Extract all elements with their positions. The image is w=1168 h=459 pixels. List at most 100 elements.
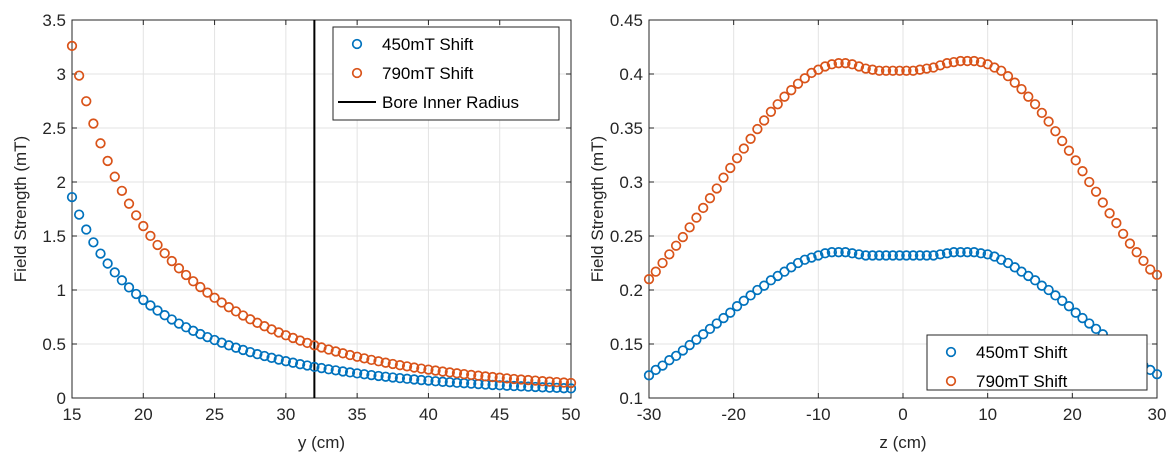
data-point	[1029, 99, 1041, 110]
y-tick-label: 3	[57, 65, 66, 84]
data-point	[833, 58, 844, 69]
data-point	[1057, 135, 1068, 147]
data-point	[444, 377, 455, 388]
data-point	[416, 374, 427, 386]
data-point	[523, 381, 534, 392]
x-tick-label: 25	[205, 405, 224, 424]
data-point	[928, 62, 939, 73]
data-point	[394, 360, 406, 371]
data-point	[494, 372, 505, 383]
data-point	[968, 247, 980, 258]
data-point	[941, 58, 953, 69]
legend-marker	[945, 346, 957, 358]
data-point	[501, 373, 512, 384]
series-2	[66, 40, 577, 389]
data-point	[813, 250, 824, 261]
data-point	[508, 373, 520, 385]
data-point	[948, 56, 959, 68]
data-point	[131, 210, 142, 221]
data-point	[437, 376, 448, 387]
data-point	[138, 220, 149, 232]
data-point	[237, 344, 249, 356]
data-point	[81, 96, 92, 107]
data-point	[423, 375, 434, 386]
data-point	[826, 59, 838, 70]
data-point	[1070, 155, 1081, 166]
data-point	[337, 348, 349, 359]
data-point	[73, 209, 85, 220]
data-point	[968, 55, 980, 67]
y-tick-label: 1	[57, 281, 66, 300]
data-point	[833, 247, 844, 258]
data-point	[772, 99, 783, 110]
data-point	[1097, 197, 1108, 208]
data-point	[508, 380, 520, 392]
data-point	[955, 55, 966, 67]
data-point	[847, 59, 858, 70]
data-point	[698, 329, 709, 340]
data-point	[1077, 312, 1088, 324]
data-point	[718, 172, 729, 183]
chart-panel-1: 15 20 25 30 35 40 45 50 0 0.5 1 1.5 2 2.5 3 3.5 y (cm) Fi…	[11, 11, 580, 452]
y-tick-label: 0.4	[619, 65, 643, 84]
data-point	[704, 193, 716, 204]
data-point	[738, 143, 749, 154]
data-point	[1063, 145, 1075, 156]
data-point	[145, 230, 156, 242]
data-point	[725, 307, 736, 318]
data-point	[1063, 301, 1075, 312]
data-point	[1002, 71, 1014, 82]
legend-box	[926, 334, 1148, 391]
data-point	[894, 250, 905, 261]
data-point	[309, 361, 320, 373]
data-point	[745, 290, 756, 301]
data-point	[826, 247, 838, 258]
x-tick-label: 35	[348, 405, 367, 424]
data-point	[430, 365, 441, 376]
data-point	[337, 366, 349, 377]
data-point	[458, 368, 470, 380]
data-point	[494, 380, 505, 391]
data-point	[416, 363, 427, 374]
data-point	[840, 247, 851, 258]
data-point	[914, 250, 926, 261]
data-point	[409, 362, 420, 373]
data-point	[874, 250, 885, 261]
data-point	[401, 373, 413, 384]
data-point	[1111, 217, 1122, 229]
data-point	[316, 362, 327, 374]
data-point	[677, 345, 689, 356]
legend: 450mT Shift 790mT Shift	[926, 334, 1148, 391]
data-point	[366, 354, 377, 366]
legend-label: 450mT Shift	[382, 35, 474, 54]
data-point	[1023, 91, 1034, 102]
y-tick-label: 0.5	[42, 335, 66, 354]
y-tick-label: 2	[57, 173, 66, 192]
data-point	[643, 370, 655, 381]
data-point	[152, 239, 163, 251]
data-point	[731, 301, 743, 312]
data-point	[294, 359, 306, 370]
data-point	[273, 354, 284, 365]
data-point	[515, 374, 527, 385]
data-point	[515, 381, 527, 392]
data-point	[935, 249, 946, 260]
data-point	[1104, 208, 1115, 219]
data-point	[73, 70, 85, 81]
data-point	[501, 380, 512, 391]
y-tick-label: 3.5	[42, 11, 66, 30]
y-tick-label: 0	[57, 389, 66, 408]
data-point	[819, 248, 831, 259]
data-point	[684, 222, 695, 233]
data-point	[401, 361, 413, 372]
data-point	[711, 183, 722, 194]
data-point	[159, 310, 170, 321]
y-tick-label: 0.45	[610, 11, 643, 30]
data-point	[245, 346, 256, 358]
data-point	[921, 63, 932, 74]
data-point	[451, 368, 463, 379]
data-point	[962, 247, 973, 258]
data-point	[1043, 116, 1054, 127]
data-point	[202, 287, 213, 298]
